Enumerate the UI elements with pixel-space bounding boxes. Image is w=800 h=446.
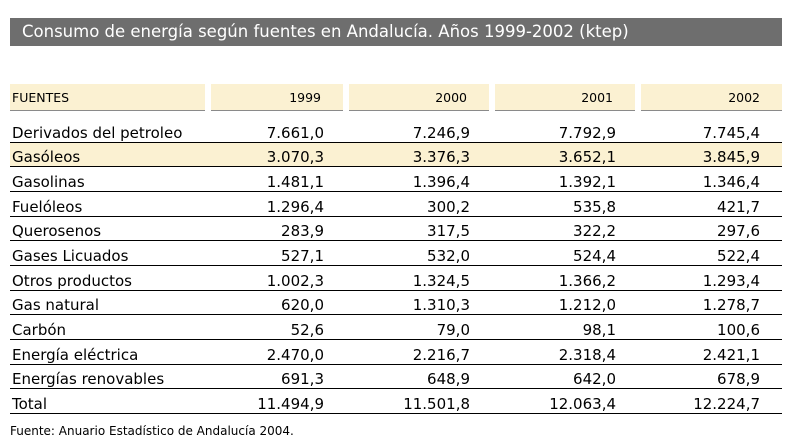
cell-value: 1.324,5 (346, 265, 492, 291)
cell-value: 2.421,1 (638, 339, 782, 365)
row-label: Derivados del petroleo (10, 110, 208, 143)
cell-value: 1.392,1 (492, 166, 638, 192)
cell-value: 2.216,7 (346, 339, 492, 365)
cell-value: 297,6 (638, 216, 782, 242)
table-row: Energía eléctrica 2.470,0 2.216,7 2.318,4 2.… (10, 339, 782, 365)
cell-value: 527,1 (208, 240, 346, 266)
cell-value: 7.792,9 (492, 110, 638, 143)
row-label: Energía eléctrica (10, 339, 208, 365)
row-label: Gasóleos (10, 142, 208, 168)
column-header-2001: 2001 (492, 84, 641, 111)
row-label: Gasolinas (10, 166, 208, 192)
cell-value: 1.212,0 (492, 290, 638, 316)
cell-value: 283,9 (208, 216, 346, 242)
cell-value: 1.296,4 (208, 191, 346, 217)
cell-value: 100,6 (638, 314, 782, 340)
cell-value: 522,4 (638, 240, 782, 266)
cell-value: 7.661,0 (208, 110, 346, 143)
cell-value: 648,9 (346, 364, 492, 390)
table-row: Carbón 52,6 79,0 98,1 100,6 (10, 314, 782, 340)
cell-value: 524,4 (492, 240, 638, 266)
row-label: Carbón (10, 314, 208, 340)
cell-value: 317,5 (346, 216, 492, 242)
cell-value: 620,0 (208, 290, 346, 316)
cell-value: 11.494,9 (208, 388, 346, 415)
cell-value: 12.224,7 (638, 388, 782, 415)
table-row: Gasóleos 3.070,3 3.376,3 3.652,1 3.845,9 (10, 142, 782, 168)
table-row: Querosenos 283,9 317,5 322,2 297,6 (10, 216, 782, 242)
table-row: Gasolinas 1.481,1 1.396,4 1.392,1 1.346,4 (10, 166, 782, 192)
cell-value: 79,0 (346, 314, 492, 340)
cell-value: 2.470,0 (208, 339, 346, 365)
column-header-2002: 2002 (638, 84, 782, 111)
cell-value: 322,2 (492, 216, 638, 242)
row-label: Energías renovables (10, 364, 208, 390)
table-row: Fuelóleos 1.296,4 300,2 535,8 421,7 (10, 191, 782, 217)
cell-value: 3.070,3 (208, 142, 346, 168)
cell-value: 1.366,2 (492, 265, 638, 291)
row-label: Otros productos (10, 265, 208, 291)
table-row: Derivados del petroleo 7.661,0 7.246,9 7.79… (10, 110, 782, 143)
cell-value: 421,7 (638, 191, 782, 217)
cell-value: 1.293,4 (638, 265, 782, 291)
cell-value: 691,3 (208, 364, 346, 390)
table-header-row: FUENTES 1999 2000 2001 2002 (10, 84, 782, 111)
table-row: Gas natural 620,0 1.310,3 1.212,0 1.278,7 (10, 290, 782, 316)
row-label: Gases Licuados (10, 240, 208, 266)
column-header-1999: 1999 (208, 84, 349, 111)
cell-value: 2.318,4 (492, 339, 638, 365)
cell-value: 3.845,9 (638, 142, 782, 168)
table-title: Consumo de energía según fuentes en Anda… (10, 18, 782, 46)
column-header-2000: 2000 (346, 84, 495, 111)
cell-value: 300,2 (346, 191, 492, 217)
cell-value: 642,0 (492, 364, 638, 390)
row-label: Fuelóleos (10, 191, 208, 217)
table-row: Energías renovables 691,3 648,9 642,0 678,9 (10, 364, 782, 390)
cell-value: 532,0 (346, 240, 492, 266)
cell-value: 535,8 (492, 191, 638, 217)
table-row: Otros productos 1.002,3 1.324,5 1.366,2 1.29… (10, 265, 782, 291)
cell-value: 11.501,8 (346, 388, 492, 415)
table-row: Total 11.494,9 11.501,8 12.063,4 12.224,7 (10, 388, 782, 415)
cell-value: 52,6 (208, 314, 346, 340)
cell-value: 7.745,4 (638, 110, 782, 143)
cell-value: 1.396,4 (346, 166, 492, 192)
cell-value: 1.481,1 (208, 166, 346, 192)
column-header-fuentes: FUENTES (10, 84, 211, 111)
cell-value: 1.346,4 (638, 166, 782, 192)
row-label: Querosenos (10, 216, 208, 242)
cell-value: 678,9 (638, 364, 782, 390)
cell-value: 3.652,1 (492, 142, 638, 168)
row-label: Total (10, 388, 208, 415)
energy-consumption-table: FUENTES 1999 2000 2001 2002 Derivados de… (10, 84, 782, 415)
table-row: Gases Licuados 527,1 532,0 524,4 522,4 (10, 240, 782, 266)
cell-value: 1.310,3 (346, 290, 492, 316)
cell-value: 1.002,3 (208, 265, 346, 291)
cell-value: 7.246,9 (346, 110, 492, 143)
cell-value: 1.278,7 (638, 290, 782, 316)
cell-value: 3.376,3 (346, 142, 492, 168)
source-note: Fuente: Anuario Estadístico de Andalucía… (10, 424, 294, 438)
cell-value: 98,1 (492, 314, 638, 340)
row-label: Gas natural (10, 290, 208, 316)
cell-value: 12.063,4 (492, 388, 638, 415)
table-body: Derivados del petroleo 7.661,0 7.246,9 7.79… (10, 110, 782, 415)
